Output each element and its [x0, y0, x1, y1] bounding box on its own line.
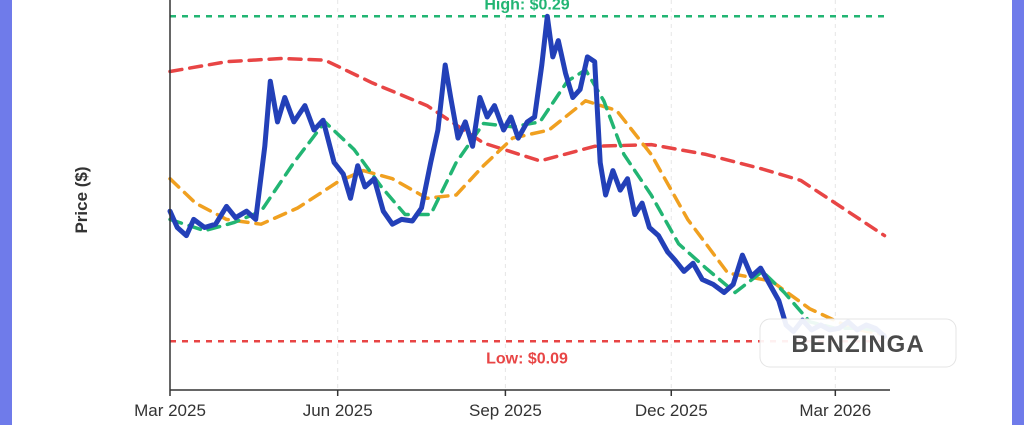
series-line [168, 68, 887, 334]
price-chart: High: $0.29 Low: $0.09 Mar 2025 Jun 2025 Se… [72, 0, 957, 420]
watermark-text: BENZINGA [791, 331, 924, 358]
benzinga-watermark: BENZINGA [759, 318, 957, 368]
x-axis-ticks: Mar 2025 Jun 2025 Sep 2025 Dec 2025 Mar 2026 [134, 390, 871, 420]
series-line [168, 56, 887, 238]
reference-line-label: High: $0.29 [484, 0, 569, 13]
x-tick-label: Dec 2025 [635, 401, 708, 420]
reference-line-label: Low: $0.09 [486, 350, 568, 367]
chart-card: High: $0.29 Low: $0.09 Mar 2025 Jun 2025 Se… [12, 0, 1012, 425]
x-tick-label: Jun 2025 [303, 401, 373, 420]
x-tick-label: Sep 2025 [469, 401, 542, 420]
x-tick-label: Mar 2026 [799, 401, 871, 420]
series-line [167, 13, 887, 339]
series [167, 13, 887, 339]
series-line [168, 99, 887, 337]
x-tick-label: Mar 2025 [134, 401, 206, 420]
reference-lines: High: $0.29 Low: $0.09 [170, 0, 890, 367]
y-axis-title: Price ($) [72, 166, 91, 233]
